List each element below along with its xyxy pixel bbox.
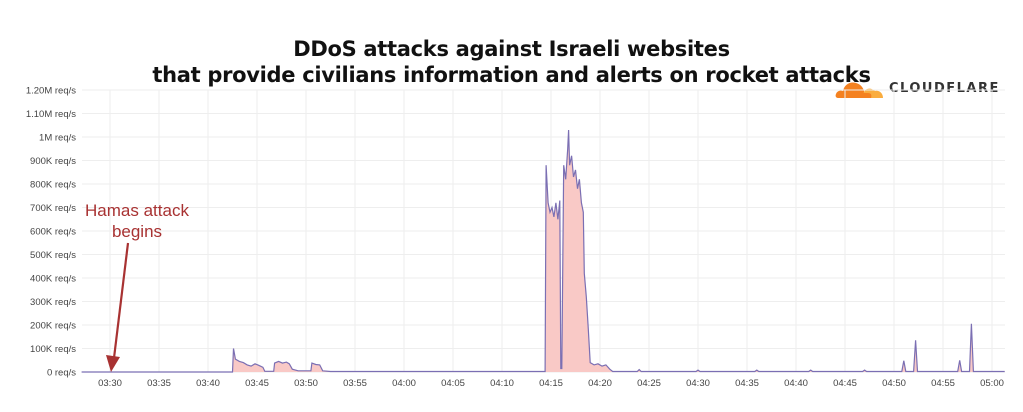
annotation-hamas-attack: Hamas attack begins [82,200,192,242]
x-tick-label: 04:35 [735,378,759,389]
annotation-line-1: Hamas attack [85,201,189,220]
y-tick-label: 700K req/s [30,203,76,214]
y-tick-label: 0 req/s [47,368,76,379]
y-tick-label: 1M req/s [39,133,76,144]
series-line [81,129,1005,373]
annotation-line-2: begins [111,222,163,241]
x-tick-label: 03:45 [245,378,269,389]
series-area [81,130,1005,372]
x-tick-label: 03:50 [294,378,318,389]
x-tick-label: 03:40 [196,378,220,389]
x-tick-label: 04:20 [588,378,612,389]
y-tick-label: 600K req/s [30,227,76,238]
y-tick-label: 900K req/s [30,156,76,167]
x-tick-label: 03:30 [98,378,122,389]
y-axis: 0 req/s 100K req/s 200K req/s 300K req/s 400… [26,86,76,379]
y-tick-label: 500K req/s [30,250,76,261]
x-tick-label: 04:10 [490,378,514,389]
x-tick-label: 04:40 [784,378,808,389]
chart-title: DDoS attacks against Israeli websites th… [0,36,1023,88]
y-tick-label: 1.20M req/s [26,86,76,97]
annotation-arrow [106,242,130,372]
y-tick-label: 400K req/s [30,274,76,285]
y-tick-label: 100K req/s [30,344,76,355]
x-tick-label: 03:35 [147,378,171,389]
x-tick-label: 04:50 [882,378,906,389]
y-tick-label: 1.10M req/s [26,109,76,120]
x-tick-label: 04:15 [539,378,563,389]
y-tick-label: 300K req/s [30,297,76,308]
x-tick-label: 05:00 [980,378,1004,389]
x-axis: 03:30 03:35 03:40 03:45 03:50 03:55 04:00 04:05… [98,378,1004,389]
chart-title-line-1: DDoS attacks against Israeli websites [293,37,730,61]
arrow-head [106,355,120,372]
cloudflare-wordmark: CLOUDFLARE [889,80,1000,96]
x-tick-label: 03:55 [343,378,367,389]
y-tick-label: 800K req/s [30,180,76,191]
grid [82,89,1005,373]
x-tick-label: 04:00 [392,378,416,389]
x-tick-label: 04:45 [833,378,857,389]
x-tick-label: 04:55 [931,378,955,389]
x-tick-label: 04:05 [441,378,465,389]
x-tick-label: 04:30 [686,378,710,389]
arrow-shaft [112,242,130,359]
y-tick-label: 200K req/s [30,321,76,332]
x-tick-label: 04:25 [637,378,661,389]
chart-title-line-2: that provide civilians information and a… [152,63,871,87]
